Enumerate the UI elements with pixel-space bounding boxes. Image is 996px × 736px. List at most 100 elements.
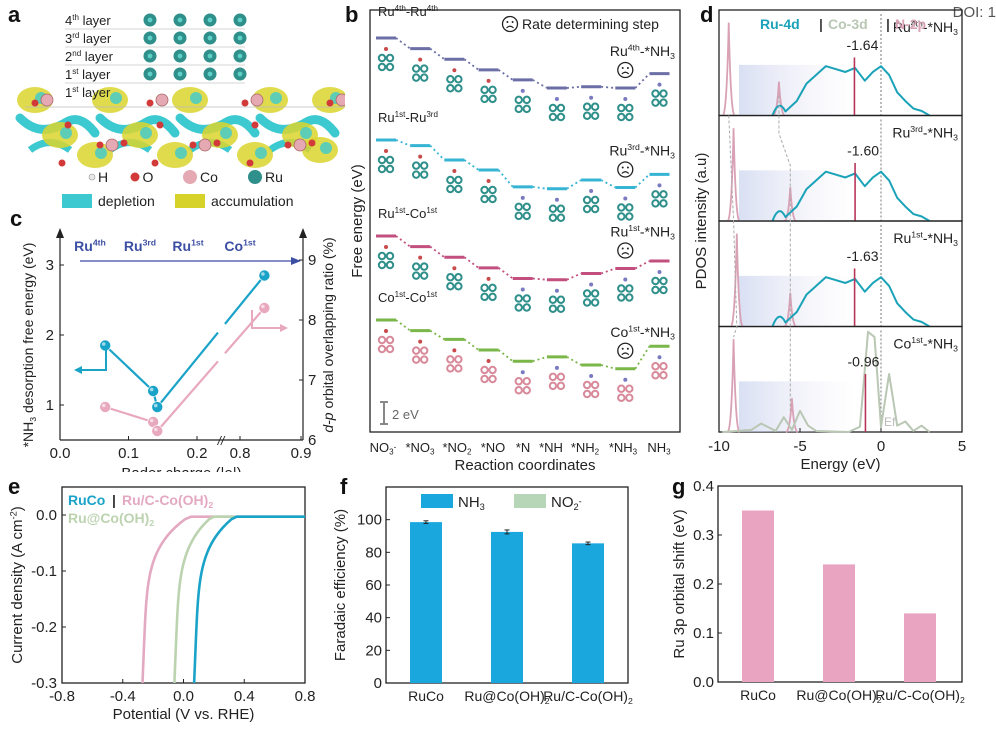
adsorbate-site-atom xyxy=(411,64,421,73)
category-label: *NH xyxy=(539,440,563,455)
adsorbate-atom xyxy=(384,47,388,51)
adsorbate-site-atom xyxy=(480,374,489,384)
adsorbate-site-atom xyxy=(377,344,387,354)
energy-connector xyxy=(532,277,548,281)
accumulation-blob xyxy=(157,142,193,168)
accumulation-blob xyxy=(172,87,208,113)
category-label: NH3 xyxy=(647,440,671,457)
adsorbate-site-atom xyxy=(385,164,395,174)
y-tick-label: 20 xyxy=(365,642,382,659)
peak-tracking-line xyxy=(778,95,791,411)
sad-face-eye xyxy=(506,21,509,23)
site-label: Co1st xyxy=(224,238,255,254)
depletion-blob xyxy=(320,142,332,154)
adsorbate-site-atom xyxy=(514,202,523,212)
adsorbate-site-atom xyxy=(522,211,531,221)
x-tick-label: -10 xyxy=(708,438,730,455)
adsorbate-site-atom xyxy=(651,98,660,107)
x-axis-title: Energy (eV) xyxy=(800,456,880,473)
energy-connector xyxy=(634,72,651,89)
adsorbate-site-atom xyxy=(411,170,421,179)
depletion-blob xyxy=(255,147,267,159)
category-label: *NH2 xyxy=(571,440,600,457)
o-atom xyxy=(120,139,128,147)
x-tick-label: 0.1 xyxy=(118,445,139,462)
sad-face-eye xyxy=(621,166,624,169)
adsorbate-atom xyxy=(486,179,491,183)
rds-legend-label: Rate determining step xyxy=(522,16,659,32)
desorption-energy-point xyxy=(147,385,159,397)
dp-overlap-point-highlight xyxy=(153,427,158,432)
y-axis-right-arrow xyxy=(299,228,307,238)
y-tick-label: 1 xyxy=(46,397,54,414)
ru-4d-curve xyxy=(771,276,931,328)
energy-connector xyxy=(634,345,651,370)
right-axis-indicator-arrowhead xyxy=(280,324,288,332)
adsorbate-site-atom xyxy=(377,251,387,261)
legend-separator: | xyxy=(886,16,890,32)
o-atom xyxy=(241,99,249,107)
y-tick-label: 0.3 xyxy=(693,527,714,544)
adsorbate-site-atom xyxy=(548,204,558,213)
bar-ru3p-shift-1 xyxy=(823,564,855,682)
x-category-label: Ru@Co(OH)2 xyxy=(796,687,881,705)
sad-face-eye xyxy=(626,347,629,350)
adsorbate-site-atom xyxy=(582,289,592,298)
energy-connector xyxy=(463,256,480,269)
adsorbate-site-atom xyxy=(625,203,634,212)
x-tick-label: 0.0 xyxy=(50,445,71,462)
valence-band-shading xyxy=(739,170,855,221)
legend-atom-o-label: O xyxy=(143,169,154,185)
category-label: *NH3 xyxy=(609,440,638,457)
ru-atom-highlight xyxy=(177,17,183,23)
adsorbate-site-atom xyxy=(454,364,463,373)
x-tick-label: -0.8 xyxy=(49,688,75,705)
depletion-blob xyxy=(140,127,152,139)
adsorbate-site-atom xyxy=(556,112,566,122)
y-axis-title: PDOS intensity (a.u) xyxy=(693,153,710,290)
dp-overlap-point-highlight xyxy=(149,418,154,423)
site-label: Ru4th xyxy=(74,238,106,254)
y-tick-label: 80 xyxy=(365,544,382,561)
adsorbate-site-atom xyxy=(480,194,489,204)
adsorbate-site-atom xyxy=(625,384,634,393)
sad-face-outline xyxy=(617,342,634,359)
adsorbate-site-atom xyxy=(480,185,489,195)
x-axis-title: Bader charge (|e|) xyxy=(121,465,241,472)
legend-accumulation-label: accumulation xyxy=(211,193,294,209)
sad-face-eye xyxy=(626,166,629,169)
sad-face-outline xyxy=(617,242,634,259)
adsorbate-site-atom xyxy=(446,282,455,291)
dp-overlap-line xyxy=(224,307,266,354)
y-axis-title-left: *NH3 desorption free energy (eV) xyxy=(20,243,38,448)
ru-atom-highlight xyxy=(207,71,213,77)
ru-atom-highlight xyxy=(147,71,153,77)
depletion-blob xyxy=(60,127,72,139)
ru-atom-highlight xyxy=(147,17,153,23)
y-tick-label: -0.1 xyxy=(31,563,57,580)
n2p-peak xyxy=(726,128,741,222)
o-atom xyxy=(251,121,259,129)
energy-connector xyxy=(463,338,480,351)
energy-connector xyxy=(463,159,480,171)
o-atom xyxy=(151,159,159,167)
ru-4d-curve xyxy=(771,170,931,222)
energy-connector xyxy=(566,179,582,190)
ru-atom-highlight xyxy=(237,71,243,77)
adsorbate-site-atom xyxy=(480,365,489,375)
adsorbate-site-atom xyxy=(590,195,600,205)
legend-n-2p: N-2p xyxy=(895,16,926,32)
n2p-peak xyxy=(729,233,744,328)
adsorbate-site-atom xyxy=(617,212,626,221)
y-tick-label: 60 xyxy=(365,577,382,594)
pdos-subpanel-label: Ru1st-*NH3 xyxy=(893,230,958,248)
adsorbate-site-atom xyxy=(617,103,626,113)
adsorbate-site-atom xyxy=(548,372,558,382)
energy-connector xyxy=(498,267,514,280)
adsorbate-atom xyxy=(589,374,594,378)
y-axis-left-arrow xyxy=(56,228,64,238)
valence-band-shading xyxy=(739,275,855,327)
o-atom xyxy=(284,141,292,149)
adsorbate-atom xyxy=(418,339,423,344)
legend-ru-4d: Ru-4d xyxy=(760,16,800,32)
